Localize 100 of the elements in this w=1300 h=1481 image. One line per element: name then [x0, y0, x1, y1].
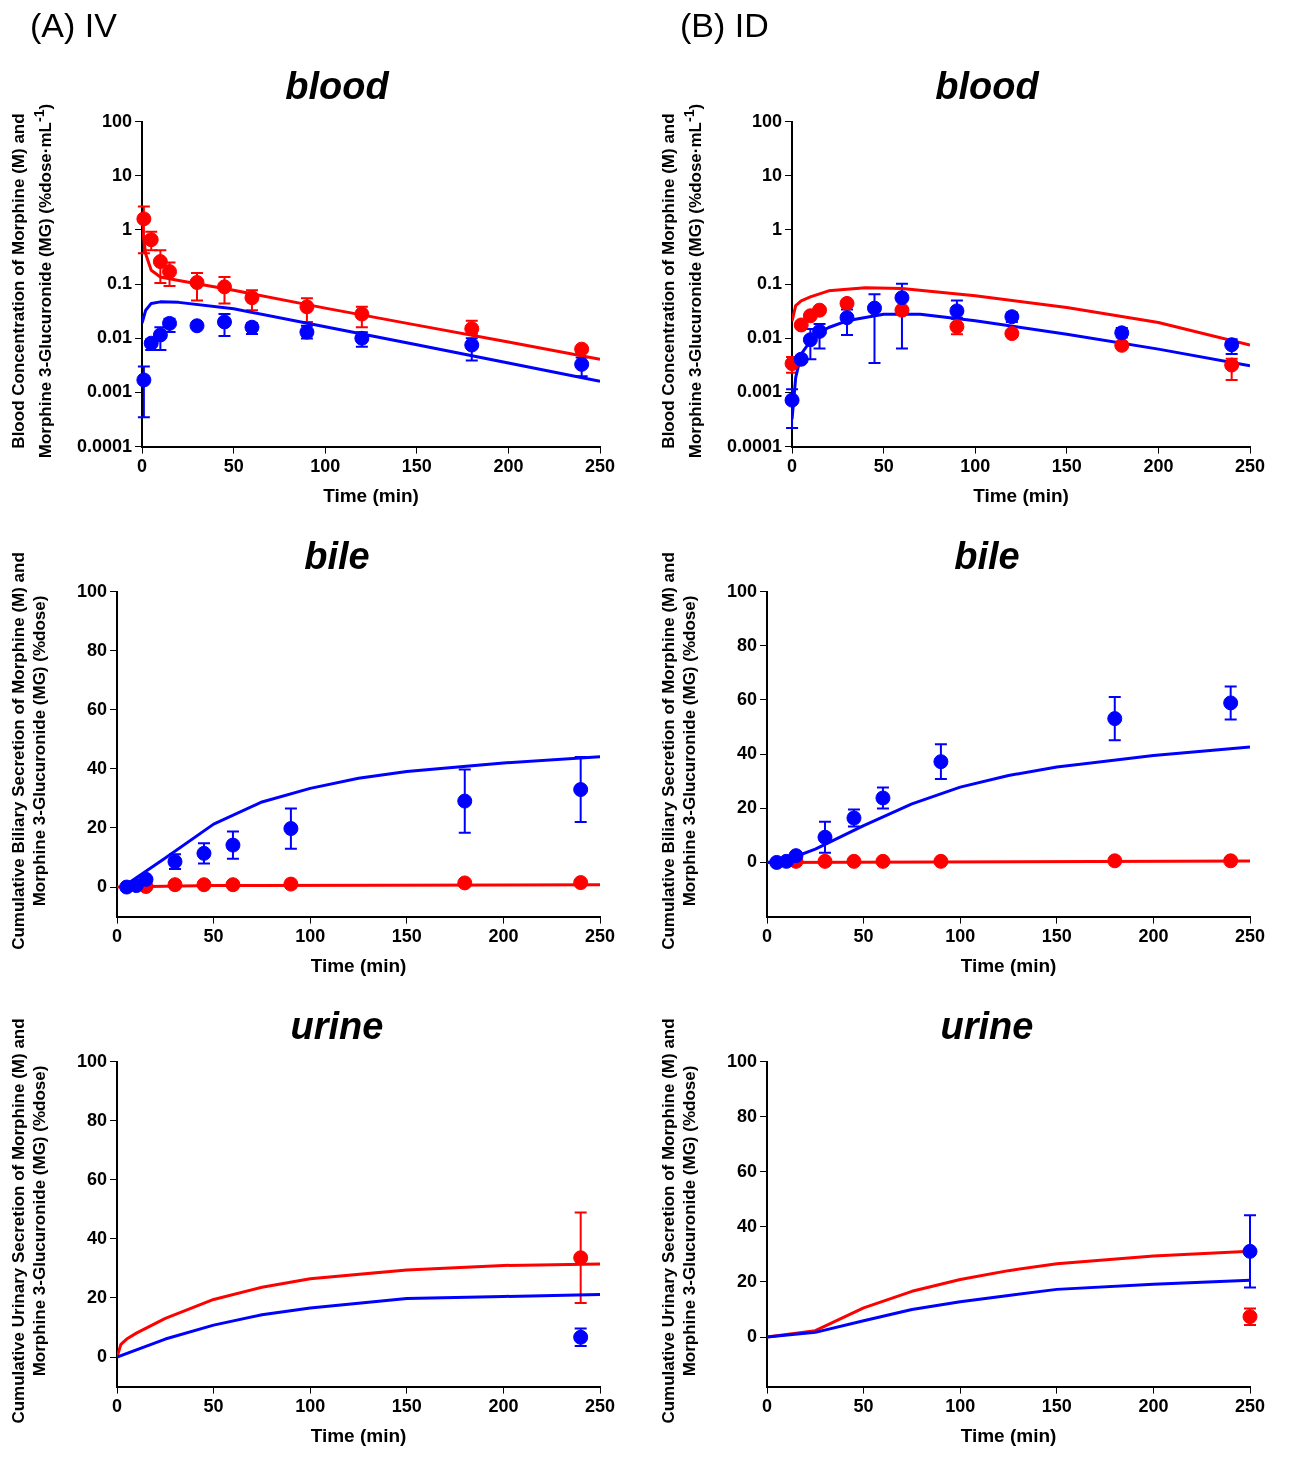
chart-title: blood: [285, 65, 390, 108]
x-tick-label: 250: [584, 1396, 616, 1417]
y-tick-label: 60: [87, 1168, 108, 1189]
x-axis-title: Time (min): [973, 484, 1069, 506]
x-tick-label: 100: [945, 926, 976, 947]
y-tick-label: 0.0001: [726, 435, 783, 456]
x-axis-title: Time (min): [323, 484, 419, 506]
point: [949, 303, 965, 319]
point: [875, 790, 891, 806]
point: [1223, 695, 1239, 711]
y-tick-label: 10: [762, 164, 783, 185]
y-tick-label: 20: [737, 1270, 758, 1291]
y-tick-label: 80: [737, 634, 758, 655]
point: [354, 306, 370, 322]
point: [196, 877, 212, 893]
point: [152, 327, 168, 343]
y-tick-label: 0.0001: [76, 435, 133, 456]
x-tick-label: 0: [787, 456, 798, 477]
x-tick-label: 50: [203, 926, 224, 947]
x-tick-label: 200: [1138, 926, 1169, 947]
y-tick-label: 80: [87, 1109, 108, 1130]
x-tick-label: 150: [391, 926, 422, 947]
y-tick-label: 0.1: [757, 273, 783, 294]
x-tick-label: 50: [223, 456, 244, 477]
point: [875, 853, 891, 869]
x-tick-label: 250: [584, 456, 616, 477]
x-axis-title: Time (min): [310, 1424, 407, 1446]
point: [1223, 853, 1239, 869]
y-tick-label: 60: [737, 1160, 758, 1181]
y-tick-label: 40: [737, 1215, 758, 1236]
x-tick-label: 200: [488, 926, 519, 947]
y-axis-title: Cumulative Biliary Secretion of Morphine (M) and Morphine 3-Glucuronide (MG) (%dose): [658, 551, 700, 952]
point: [1224, 357, 1240, 373]
point: [225, 877, 241, 893]
point: [788, 848, 804, 864]
x-tick-label: 200: [488, 1396, 519, 1417]
point: [162, 264, 178, 280]
point: [152, 254, 168, 270]
point: [244, 290, 260, 306]
point: [283, 876, 299, 892]
x-tick-label: 250: [584, 926, 616, 947]
point: [283, 821, 299, 837]
point: [894, 290, 910, 306]
point: [812, 302, 828, 318]
chart-title: bile: [954, 535, 1020, 578]
point: [167, 877, 183, 893]
x-tick-label: 100: [945, 1396, 976, 1417]
x-tick-label: 100: [295, 926, 326, 947]
text: (B) ID: [680, 6, 769, 44]
point: [933, 754, 949, 770]
y-tick-label: 100: [726, 580, 758, 601]
point: [225, 837, 241, 853]
x-tick-label: 200: [1138, 1396, 1169, 1417]
y-tick-label: 0: [747, 851, 758, 872]
chart-title: blood: [935, 65, 1040, 108]
y-tick-label: 40: [87, 1227, 108, 1248]
x-tick-label: 100: [960, 456, 991, 477]
chart-title: urine: [940, 1005, 1034, 1048]
x-tick-label: 50: [853, 1396, 874, 1417]
x-tick-label: 150: [1051, 456, 1082, 477]
y-tick-label: 100: [76, 1050, 108, 1071]
chart-title: bile: [304, 535, 370, 578]
y-tick-label: 1: [772, 218, 783, 239]
x-tick-label: 100: [310, 456, 341, 477]
point: [933, 853, 949, 869]
y-tick-label: 20: [737, 797, 758, 818]
y-tick-label: 100: [102, 110, 133, 131]
text: (A) IV: [30, 6, 117, 44]
x-tick-label: 150: [1041, 926, 1072, 947]
point: [894, 302, 910, 318]
y-tick-label: 0.01: [747, 327, 783, 348]
point: [216, 314, 232, 330]
point: [138, 871, 154, 887]
point: [846, 853, 862, 869]
x-tick-label: 50: [853, 926, 874, 947]
x-tick-label: 0: [137, 456, 148, 477]
y-axis-title: Cumulative Urinary Secretion of Morphine (M) and Morphine 3-Glucuronide (MG) (%dose): [8, 1017, 50, 1426]
point: [793, 317, 809, 333]
point: [839, 310, 855, 326]
x-axis-title: Time (min): [310, 954, 407, 976]
y-tick-label: 0.001: [87, 381, 133, 402]
point: [457, 875, 473, 891]
y-tick-label: 60: [737, 688, 758, 709]
point: [216, 279, 232, 295]
point: [1114, 337, 1130, 353]
point: [464, 337, 480, 353]
x-tick-label: 250: [1234, 926, 1266, 947]
point: [299, 299, 315, 315]
point: [189, 318, 205, 334]
x-tick-label: 200: [493, 456, 524, 477]
y-tick-label: 60: [87, 698, 108, 719]
point: [574, 356, 590, 372]
y-tick-label: 0: [97, 1346, 108, 1367]
point: [802, 332, 818, 348]
y-tick-label: 80: [737, 1105, 758, 1126]
x-tick-label: 250: [1234, 456, 1266, 477]
x-tick-label: 250: [1234, 1396, 1266, 1417]
y-tick-label: 100: [726, 1050, 758, 1071]
point: [1107, 711, 1123, 727]
y-tick-label: 0.001: [737, 381, 783, 402]
